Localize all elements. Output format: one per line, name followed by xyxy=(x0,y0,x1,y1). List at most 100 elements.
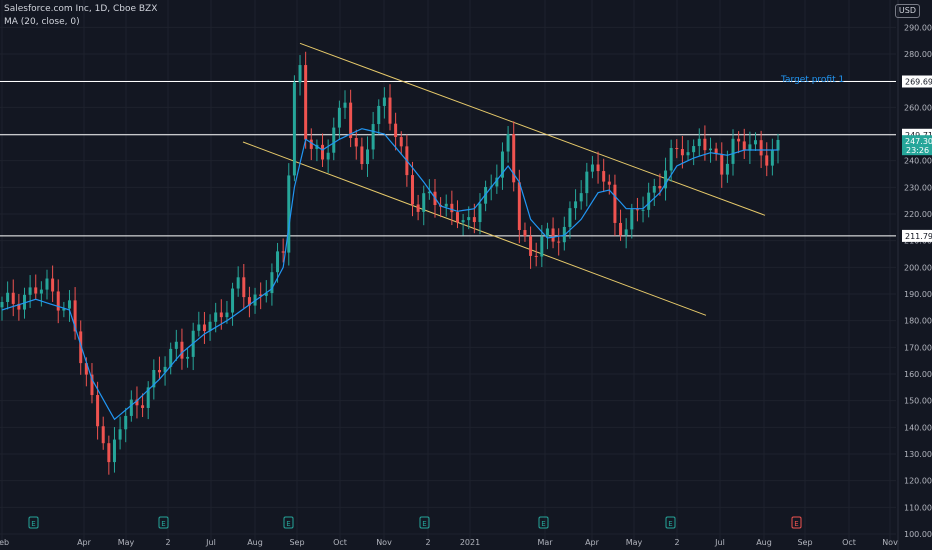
candle-body xyxy=(118,429,122,440)
candle-body xyxy=(410,175,414,205)
candle-body xyxy=(472,217,476,223)
candle-body xyxy=(455,212,459,223)
earnings-icon-label: E xyxy=(31,520,35,528)
countdown-label: 23:26 xyxy=(906,146,929,155)
price-tick-label: 240.00 xyxy=(904,157,932,166)
candle-body xyxy=(0,302,4,308)
candle-body xyxy=(107,443,111,463)
price-tick-label: 130.00 xyxy=(904,450,932,459)
ma-legend[interactable]: MA (20, close, 0) xyxy=(4,17,80,27)
candle-body xyxy=(281,251,285,253)
earnings-icon[interactable]: E xyxy=(158,516,169,529)
candle-body xyxy=(529,236,533,256)
candle-body xyxy=(360,146,364,165)
time-tick-label: Sep xyxy=(797,538,812,547)
candle-body xyxy=(231,288,235,313)
level-tag xyxy=(902,75,932,88)
candle-body xyxy=(169,348,173,367)
candle-body xyxy=(214,312,218,322)
level-tag-label: 269.69 xyxy=(905,77,932,86)
earnings-icon-frame xyxy=(28,516,39,529)
candle-body xyxy=(680,149,684,156)
candle-body xyxy=(596,164,600,172)
candle-body xyxy=(28,287,32,295)
candle-body xyxy=(11,292,15,304)
trend-channel xyxy=(242,42,766,316)
candle-body xyxy=(545,228,549,237)
candle-body xyxy=(298,65,302,83)
candle-body xyxy=(607,181,611,185)
candle-body xyxy=(551,228,555,242)
price-tick-label: 290.00 xyxy=(904,23,932,32)
candle-body xyxy=(152,369,156,388)
price-tick-label: 260.00 xyxy=(904,103,932,112)
candle-body xyxy=(388,97,392,124)
candle-body xyxy=(692,146,696,153)
candle-body xyxy=(467,217,471,221)
candle-body xyxy=(422,193,426,212)
candle-body xyxy=(517,182,521,231)
last-price-tag xyxy=(902,135,932,156)
candle-body xyxy=(112,439,116,463)
candle-body xyxy=(141,405,145,408)
earnings-icon-label: E xyxy=(668,520,672,528)
candle-body xyxy=(776,139,780,151)
earnings-icon[interactable]: E xyxy=(28,516,39,529)
price-tick-label: 190.00 xyxy=(904,290,932,299)
candle-body xyxy=(270,272,274,294)
candle-body xyxy=(332,127,336,153)
time-axis: Feb Apr May 2 Jul Aug Sep Oct Nov 2 2021 Mar Apr May 2… xyxy=(0,538,898,547)
price-tick-label: 170.00 xyxy=(904,343,932,352)
earnings-icon-label: E xyxy=(541,520,545,528)
candle-body xyxy=(73,300,77,332)
candle-body xyxy=(67,300,71,309)
candle-body xyxy=(720,153,724,175)
candle-body xyxy=(399,137,403,147)
candle-body xyxy=(770,150,774,166)
candle-body xyxy=(444,203,448,207)
candle-body xyxy=(579,193,583,202)
price-axis: 100.00 110.00 120.00 130.00 140.00 150.00 160.… xyxy=(902,23,932,539)
candle-body xyxy=(34,287,38,294)
candle-body xyxy=(534,255,538,257)
candle-body xyxy=(590,164,594,172)
candle-body xyxy=(202,324,206,332)
time-tick-label: 2 xyxy=(674,538,679,547)
candle-body xyxy=(630,209,634,230)
candle-body xyxy=(180,341,184,359)
time-tick-label: Aug xyxy=(756,538,772,547)
candle-body xyxy=(84,363,88,375)
target-profit-label: Target profit 1 xyxy=(781,75,845,85)
candle-body xyxy=(287,175,291,253)
earnings-icon[interactable]: E xyxy=(791,516,802,529)
time-tick-label: Jul xyxy=(714,538,725,547)
earnings-icon[interactable]: E xyxy=(538,516,549,529)
candle-body xyxy=(613,184,617,223)
candle-body xyxy=(62,308,66,311)
candle-body xyxy=(96,395,100,427)
earnings-icon[interactable]: E xyxy=(419,516,430,529)
earnings-icon-frame xyxy=(419,516,430,529)
candle-body xyxy=(540,236,544,257)
candle-body xyxy=(101,426,105,444)
candle-body xyxy=(219,312,223,318)
candle-body xyxy=(264,293,268,296)
earnings-icon[interactable]: E xyxy=(283,516,294,529)
currency-button[interactable]: USD xyxy=(894,4,920,18)
candle-body xyxy=(129,399,133,416)
time-tick-label: 2 xyxy=(425,538,430,547)
candle-body xyxy=(725,163,729,175)
candle-body xyxy=(377,105,381,125)
earnings-icon[interactable]: E xyxy=(665,516,676,529)
candle-body xyxy=(669,147,673,171)
last-price-label: 247.30 xyxy=(905,137,932,146)
ma-line xyxy=(1,128,778,421)
candle-body xyxy=(163,366,167,373)
candlestick-series xyxy=(0,51,780,475)
time-tick-label: Nov xyxy=(882,538,898,547)
candle-body xyxy=(326,152,330,160)
candle-body xyxy=(366,149,370,165)
candle-body xyxy=(703,138,707,151)
candle-body xyxy=(619,222,623,236)
